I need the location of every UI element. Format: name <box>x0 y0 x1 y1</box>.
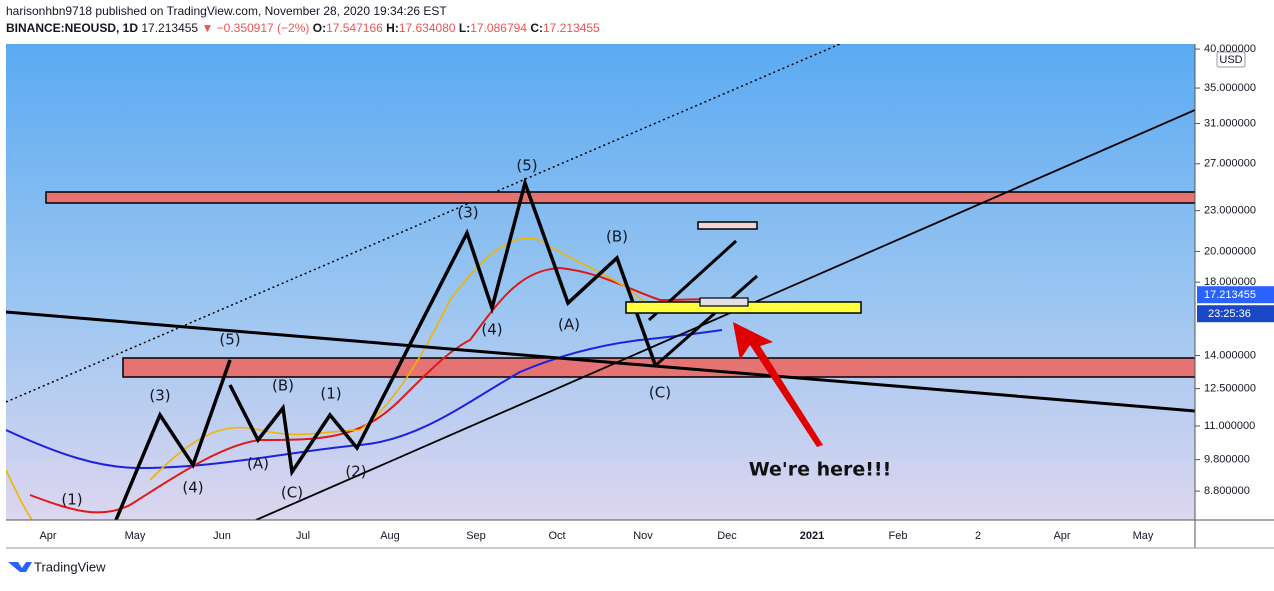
drawings <box>6 44 1195 520</box>
wave-label: (1) <box>320 385 341 403</box>
high-zone <box>697 221 758 230</box>
wave-label: (3) <box>457 204 478 222</box>
o-label: O: <box>313 21 326 35</box>
y-tick-label: 20.000000 <box>1204 245 1256 257</box>
resistance-zone <box>45 191 1195 204</box>
y-tick-label: 14.000000 <box>1204 349 1256 361</box>
x-tick-label: Jul <box>296 530 310 542</box>
x-tick-label: 2 <box>975 530 981 542</box>
countdown: 23:25:36 <box>1208 308 1251 320</box>
last-price-badge <box>1197 286 1274 304</box>
small-zone <box>699 297 749 307</box>
wave-label: (A) <box>247 455 269 473</box>
wave-label: (5) <box>516 157 537 175</box>
wave-label: (4) <box>182 479 203 497</box>
countdown-badge <box>1197 305 1274 323</box>
wave-label: (B) <box>272 377 294 395</box>
descending-trendline <box>6 310 1195 413</box>
x-tick-label: Nov <box>633 530 653 542</box>
annotation: We're here!!! <box>749 459 892 481</box>
arrow <box>733 322 823 447</box>
wave-lines <box>228 177 658 477</box>
dotted-trendline <box>6 44 841 403</box>
x-tick-label: Apr <box>39 530 56 542</box>
currency-box <box>1216 51 1246 68</box>
wave-label: (B) <box>606 228 628 246</box>
close: 17.213455 <box>543 21 600 35</box>
publish-line: harisonhbn9718 published on TradingView.… <box>6 4 447 18</box>
x-tick-label: Dec <box>717 530 737 542</box>
symbol: BINANCE:NEOUSD, 1D <box>6 21 138 35</box>
last: 17.213455 <box>141 21 198 35</box>
wave-label: (C) <box>281 484 303 502</box>
wave-label: (1) <box>61 491 82 509</box>
plot-background <box>6 44 1195 520</box>
change: ▼ −0.350917 (−2%) <box>201 21 309 35</box>
x-tick-label: Oct <box>548 530 565 542</box>
wave-label: (4) <box>481 321 502 339</box>
x-tick-label: Feb <box>889 530 908 542</box>
l-label: L: <box>459 21 470 35</box>
wave-label: (C) <box>649 384 671 402</box>
low: 17.086794 <box>470 21 527 35</box>
wave-label: (5) <box>219 331 240 349</box>
x-tick-label: Aug <box>380 530 400 542</box>
currency: USD <box>1219 54 1242 66</box>
y-tick-label: 40.000000 <box>1204 43 1256 55</box>
y-tick-label: 11.000000 <box>1204 420 1255 432</box>
quote-line: BINANCE:NEOUSD, 1D 17.213455 ▼ −0.350917… <box>6 21 600 35</box>
high: 17.634080 <box>399 21 456 35</box>
wave-label: (3) <box>149 387 170 405</box>
c-label: C: <box>530 21 543 35</box>
x-tick-label: Jun <box>213 530 231 542</box>
channel-line <box>655 274 758 367</box>
h-label: H: <box>386 21 399 35</box>
moving-average-blue <box>6 329 723 470</box>
y-tick-label: 35.000000 <box>1204 82 1256 94</box>
y-tick-label: 9.800000 <box>1204 454 1250 466</box>
footer-brand: TradingView <box>34 559 106 574</box>
y-tick-label: 12.500000 <box>1204 383 1256 395</box>
y-tick-label: 23.000000 <box>1204 205 1256 217</box>
y-tick-label: 8.800000 <box>1204 485 1250 497</box>
last-price-label: 17.213455 <box>1204 289 1256 301</box>
price-axis <box>1195 44 1274 520</box>
x-tick-label: May <box>125 530 146 542</box>
wave-label: (2) <box>345 463 366 481</box>
y-tick-label: 31.000000 <box>1204 117 1256 129</box>
y-tick-label: 18.000000 <box>1204 276 1256 288</box>
x-tick-label: 2021 <box>800 530 824 542</box>
logo-icon <box>8 562 32 572</box>
ascending-trendline <box>255 109 1195 520</box>
x-tick-label: Sep <box>466 530 486 542</box>
x-tick-label: Apr <box>1053 530 1070 542</box>
open: 17.547166 <box>326 21 383 35</box>
wave-label: (A) <box>558 316 580 334</box>
x-tick-label: May <box>1133 530 1154 542</box>
wave-lines <box>114 359 232 520</box>
y-tick-label: 27.000000 <box>1204 158 1256 170</box>
